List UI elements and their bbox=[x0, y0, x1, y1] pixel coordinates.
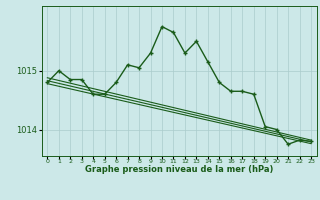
X-axis label: Graphe pression niveau de la mer (hPa): Graphe pression niveau de la mer (hPa) bbox=[85, 165, 273, 174]
